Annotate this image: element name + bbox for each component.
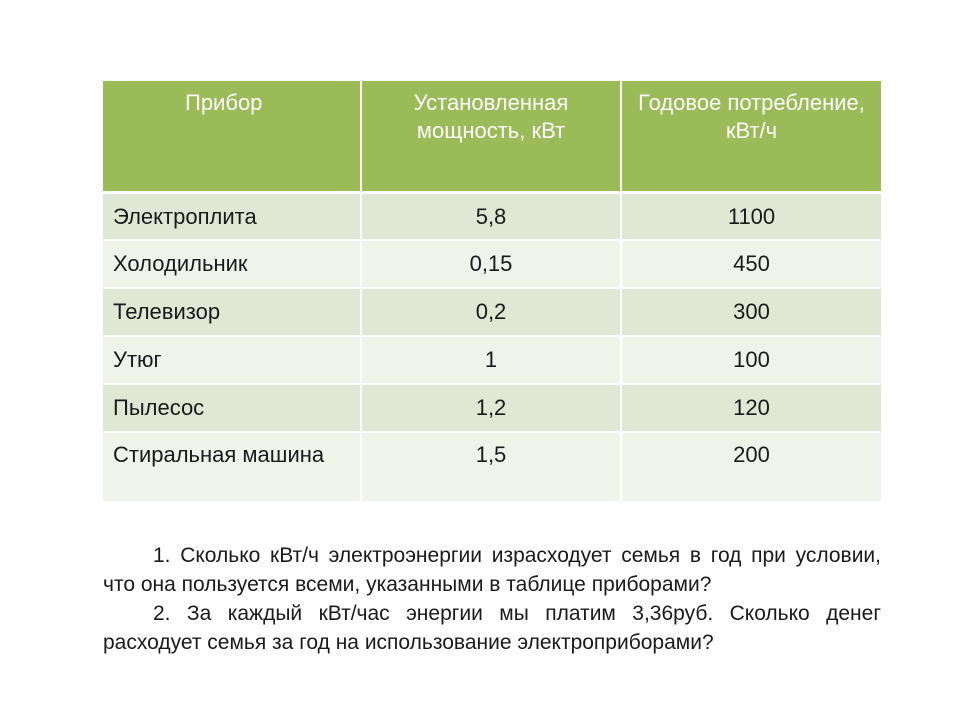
table-row: Пылесос 1,2 120 — [103, 384, 881, 433]
header-power: Установленная мощность, кВт — [361, 81, 622, 194]
cell-power: 0,2 — [361, 288, 622, 337]
appliance-table: Прибор Установленная мощность, кВт Годов… — [103, 81, 881, 503]
cell-appliance: Электроплита — [103, 192, 362, 241]
header-appliance: Прибор — [103, 81, 362, 194]
cell-consumption: 300 — [621, 288, 881, 337]
header-annual-consumption: Годовое потребление, кВт/ч — [621, 81, 881, 194]
table-row: Телевизор 0,2 300 — [103, 288, 881, 337]
cell-power: 1,5 — [361, 432, 622, 503]
cell-appliance: Пылесос — [103, 384, 362, 433]
cell-consumption: 1100 — [621, 192, 881, 241]
cell-consumption: 450 — [621, 240, 881, 289]
table-row: Стиральная машина 1,5 200 — [103, 432, 881, 503]
table-row: Электроплита 5,8 1100 — [103, 192, 881, 241]
cell-consumption: 100 — [621, 336, 881, 385]
table-row: Утюг 1 100 — [103, 336, 881, 385]
question-1: 1. Сколько кВт/ч электроэнергии израсход… — [103, 544, 881, 596]
cell-consumption: 120 — [621, 384, 881, 433]
cell-appliance: Телевизор — [103, 288, 362, 337]
cell-consumption: 200 — [621, 432, 881, 503]
table-row: Холодильник 0,15 450 — [103, 240, 881, 289]
cell-power: 1,2 — [361, 384, 622, 433]
cell-power: 1 — [361, 336, 622, 385]
cell-power: 5,8 — [361, 192, 622, 241]
question-2: 2. За каждый кВт/час энергии мы платим 3… — [103, 602, 881, 654]
cell-appliance: Стиральная машина — [103, 432, 362, 503]
cell-power: 0,15 — [361, 240, 622, 289]
cell-appliance: Холодильник — [103, 240, 362, 289]
questions-block: 1. Сколько кВт/ч электроэнергии израсход… — [103, 541, 881, 657]
cell-appliance: Утюг — [103, 336, 362, 385]
table-header-row: Прибор Установленная мощность, кВт Годов… — [103, 81, 881, 194]
